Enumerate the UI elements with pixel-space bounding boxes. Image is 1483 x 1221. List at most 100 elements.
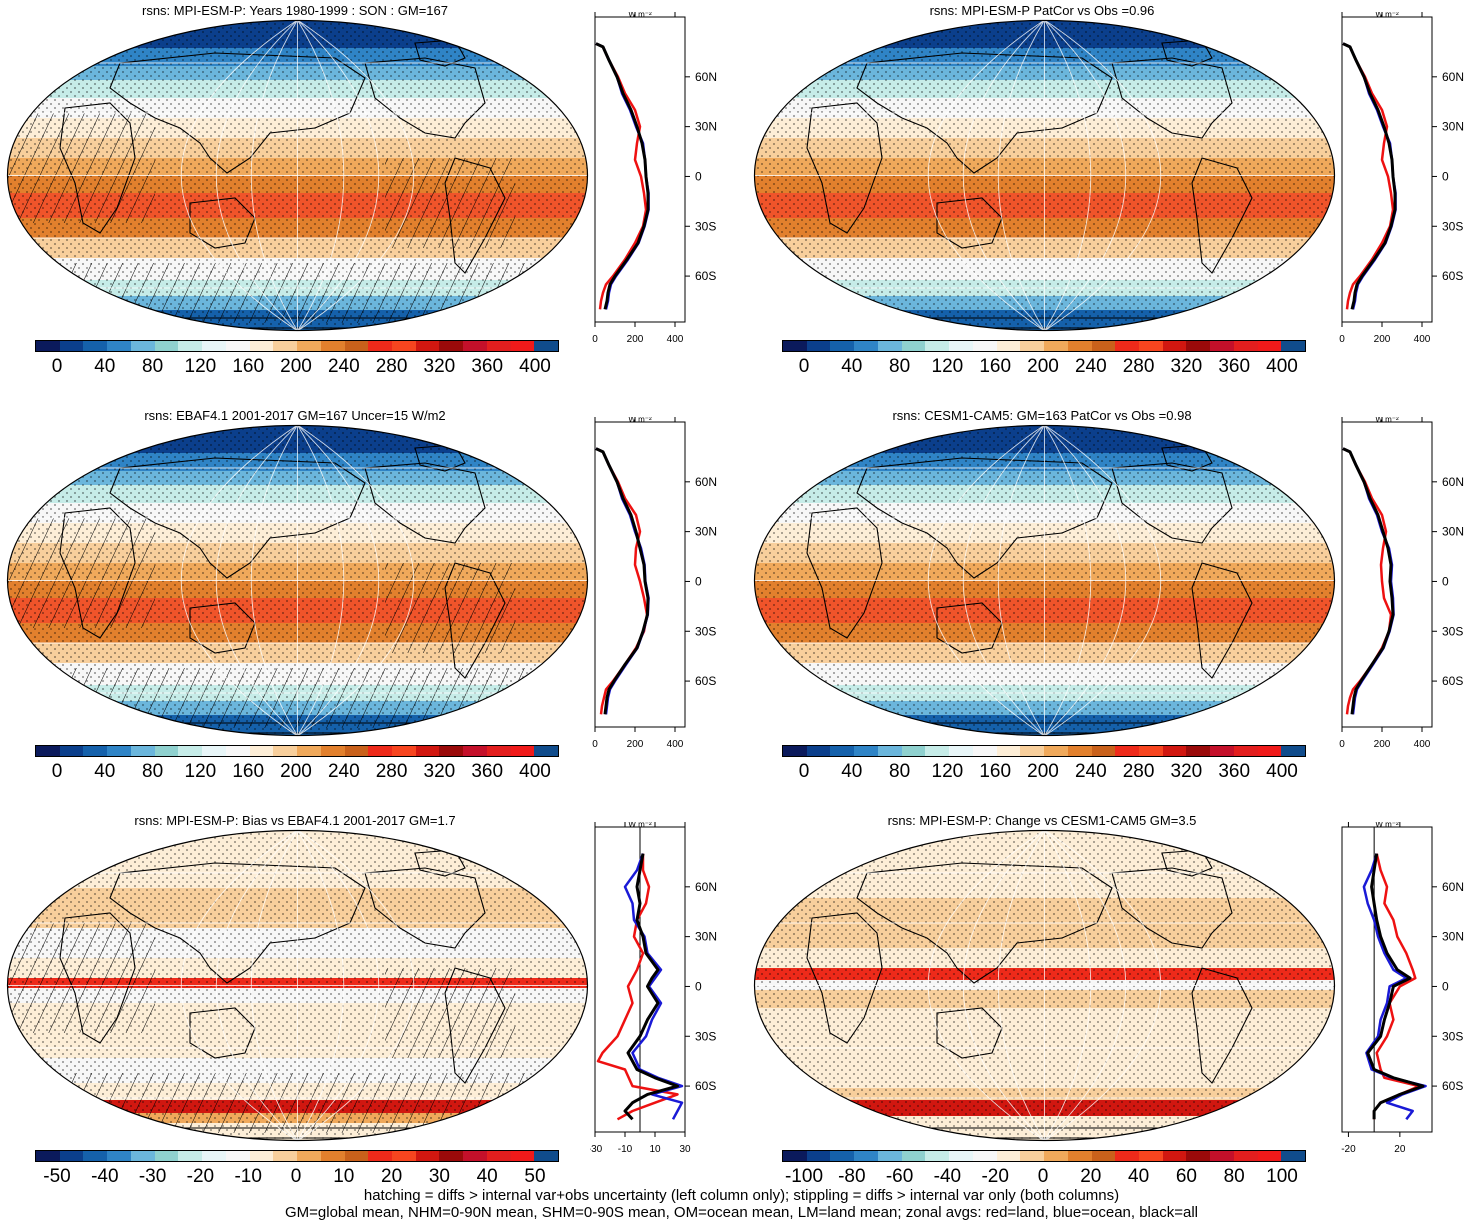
meridian <box>297 830 345 1141</box>
colorbar-swatch <box>949 1151 973 1161</box>
zonal-all-line <box>623 853 679 1121</box>
colorbar-swatch <box>368 746 393 756</box>
colorbar-swatch <box>877 341 902 351</box>
colorbar-swatch <box>996 746 1021 756</box>
colorbar-label: 60 <box>1175 1166 1197 1187</box>
colorbar-swatch <box>949 746 973 756</box>
colorbar-swatch <box>225 746 250 756</box>
colorbar-swatch <box>368 341 393 351</box>
panel-title: rsns: MPI-ESM-P: Bias vs EBAF4.1 2001-20… <box>134 813 456 828</box>
unit-label: W m⁻² <box>628 822 652 829</box>
colorbar-swatch <box>249 341 274 351</box>
colorbar-swatch <box>83 341 108 351</box>
colorbar-swatch <box>806 746 831 756</box>
zonal-all-line <box>1342 42 1397 310</box>
global-map <box>753 19 1336 332</box>
colorbar-swatch <box>1186 746 1211 756</box>
colorbar-swatch <box>1162 341 1187 351</box>
x-tick-label: 0 <box>1339 334 1345 345</box>
colorbar-swatch <box>1067 1151 1092 1161</box>
colorbar-swatch <box>925 746 950 756</box>
coastline <box>189 1007 256 1059</box>
colorbar-label: -50 <box>43 1166 71 1187</box>
meridian <box>1044 20 1092 331</box>
coastline <box>109 52 366 174</box>
colorbar-swatch <box>806 1151 831 1161</box>
zonal-average-plot: W m⁻² 60N 30N 0 30S 60S 0 200 400 <box>592 12 717 345</box>
colorbar-swatch <box>1091 341 1116 351</box>
meridian <box>215 830 298 1141</box>
colorbar <box>35 745 559 757</box>
colorbar-swatch <box>225 1151 250 1161</box>
colorbar-swatch <box>107 341 131 351</box>
colorbar-swatch <box>273 1151 298 1161</box>
colorbar-label: 120 <box>931 356 964 377</box>
panel-change-vs-cesm: rsns: MPI-ESM-P: Change vs CESM1-CAM5 GM… <box>747 810 1483 1215</box>
lat-label: 30N <box>1442 930 1464 944</box>
zonal-average-plot: W m⁻² 60N 30N 0 30S 60S 0 200 400 <box>1339 12 1464 345</box>
lat-label: 30N <box>1442 120 1464 134</box>
colorbar-label: 0 <box>51 356 63 377</box>
colorbar-label: 80 <box>142 761 164 782</box>
meridian <box>927 20 1045 331</box>
colorbar-swatch <box>1139 1151 1163 1161</box>
colorbar-label: 40 <box>94 356 116 377</box>
colorbar-swatch <box>830 746 855 756</box>
lat-label: 0 <box>695 979 702 993</box>
colorbar-label: 360 <box>471 761 504 782</box>
colorbar-swatch <box>996 1151 1021 1161</box>
meridian <box>297 830 415 1141</box>
colorbar-label: 280 <box>375 761 408 782</box>
colorbar-swatch <box>1281 746 1306 756</box>
map-outline <box>6 829 589 1142</box>
colorbar-label: 30 <box>428 1166 450 1187</box>
colorbar-label: 160 <box>232 356 265 377</box>
colorbar-swatch <box>486 341 511 351</box>
colorbar-swatch <box>949 341 973 351</box>
hatching <box>7 113 155 223</box>
colorbar-label: 160 <box>979 761 1012 782</box>
map-outline <box>6 424 589 737</box>
colorbar-label: -40 <box>91 1166 119 1187</box>
lat-label: 30S <box>1442 1029 1463 1043</box>
panel-title: rsns: EBAF4.1 2001-2017 GM=167 Uncer=15 … <box>144 408 446 423</box>
colorbar-swatch <box>1162 746 1187 756</box>
coastline <box>856 52 1113 174</box>
unit-label: W m⁻² <box>628 417 652 424</box>
colorbar-swatch <box>783 1151 807 1161</box>
meridian <box>1044 20 1162 331</box>
lat-label: 30N <box>1442 525 1464 539</box>
colorbar-swatch <box>202 1151 226 1161</box>
lat-label: 30S <box>695 219 716 233</box>
panel-ebaf-observations: rsns: EBAF4.1 2001-2017 GM=167 Uncer=15 … <box>0 405 740 810</box>
panel-title: rsns: MPI-ESM-P PatCor vs Obs =0.96 <box>929 3 1155 18</box>
x-tick-label: 0 <box>592 334 598 345</box>
colorbar-swatch <box>273 341 298 351</box>
colorbar-swatch <box>320 746 345 756</box>
colorbar-labels: -50 -40 -30 -20 -10 0 10 20 30 40 50 <box>35 1166 557 1188</box>
colorbar-label: 40 <box>94 761 116 782</box>
colorbar-swatch <box>36 341 60 351</box>
lat-label: 60S <box>695 269 716 283</box>
colorbar-label: 120 <box>184 356 217 377</box>
panel-mpi-esm-p-patcor: rsns: MPI-ESM-P PatCor vs Obs =0.96 0 40 8… <box>747 0 1483 405</box>
meridian <box>1044 20 1127 331</box>
meridian <box>180 425 298 736</box>
colorbar-swatch <box>59 341 84 351</box>
colorbar-swatch <box>1233 746 1258 756</box>
map-outline <box>753 424 1336 737</box>
colorbar-swatch <box>925 341 950 351</box>
colorbar-swatch <box>463 1151 487 1161</box>
meridian <box>927 425 1045 736</box>
colorbar-swatch <box>972 1151 997 1161</box>
meridian <box>1044 830 1162 1141</box>
colorbar-label: 400 <box>519 356 551 377</box>
colorbar-swatch <box>249 746 274 756</box>
colorbar-label: 120 <box>931 761 964 782</box>
x-tick-label: 400 <box>667 739 684 750</box>
lat-label: 0 <box>695 574 702 588</box>
x-tick-label: 30 <box>679 1144 691 1155</box>
colorbar-label: -10 <box>234 1166 262 1187</box>
zonal-average-plot: W m⁻² 60N 30N 0 30S 60S 0 200 400 <box>592 417 717 750</box>
lat-label: 0 <box>1442 574 1449 588</box>
